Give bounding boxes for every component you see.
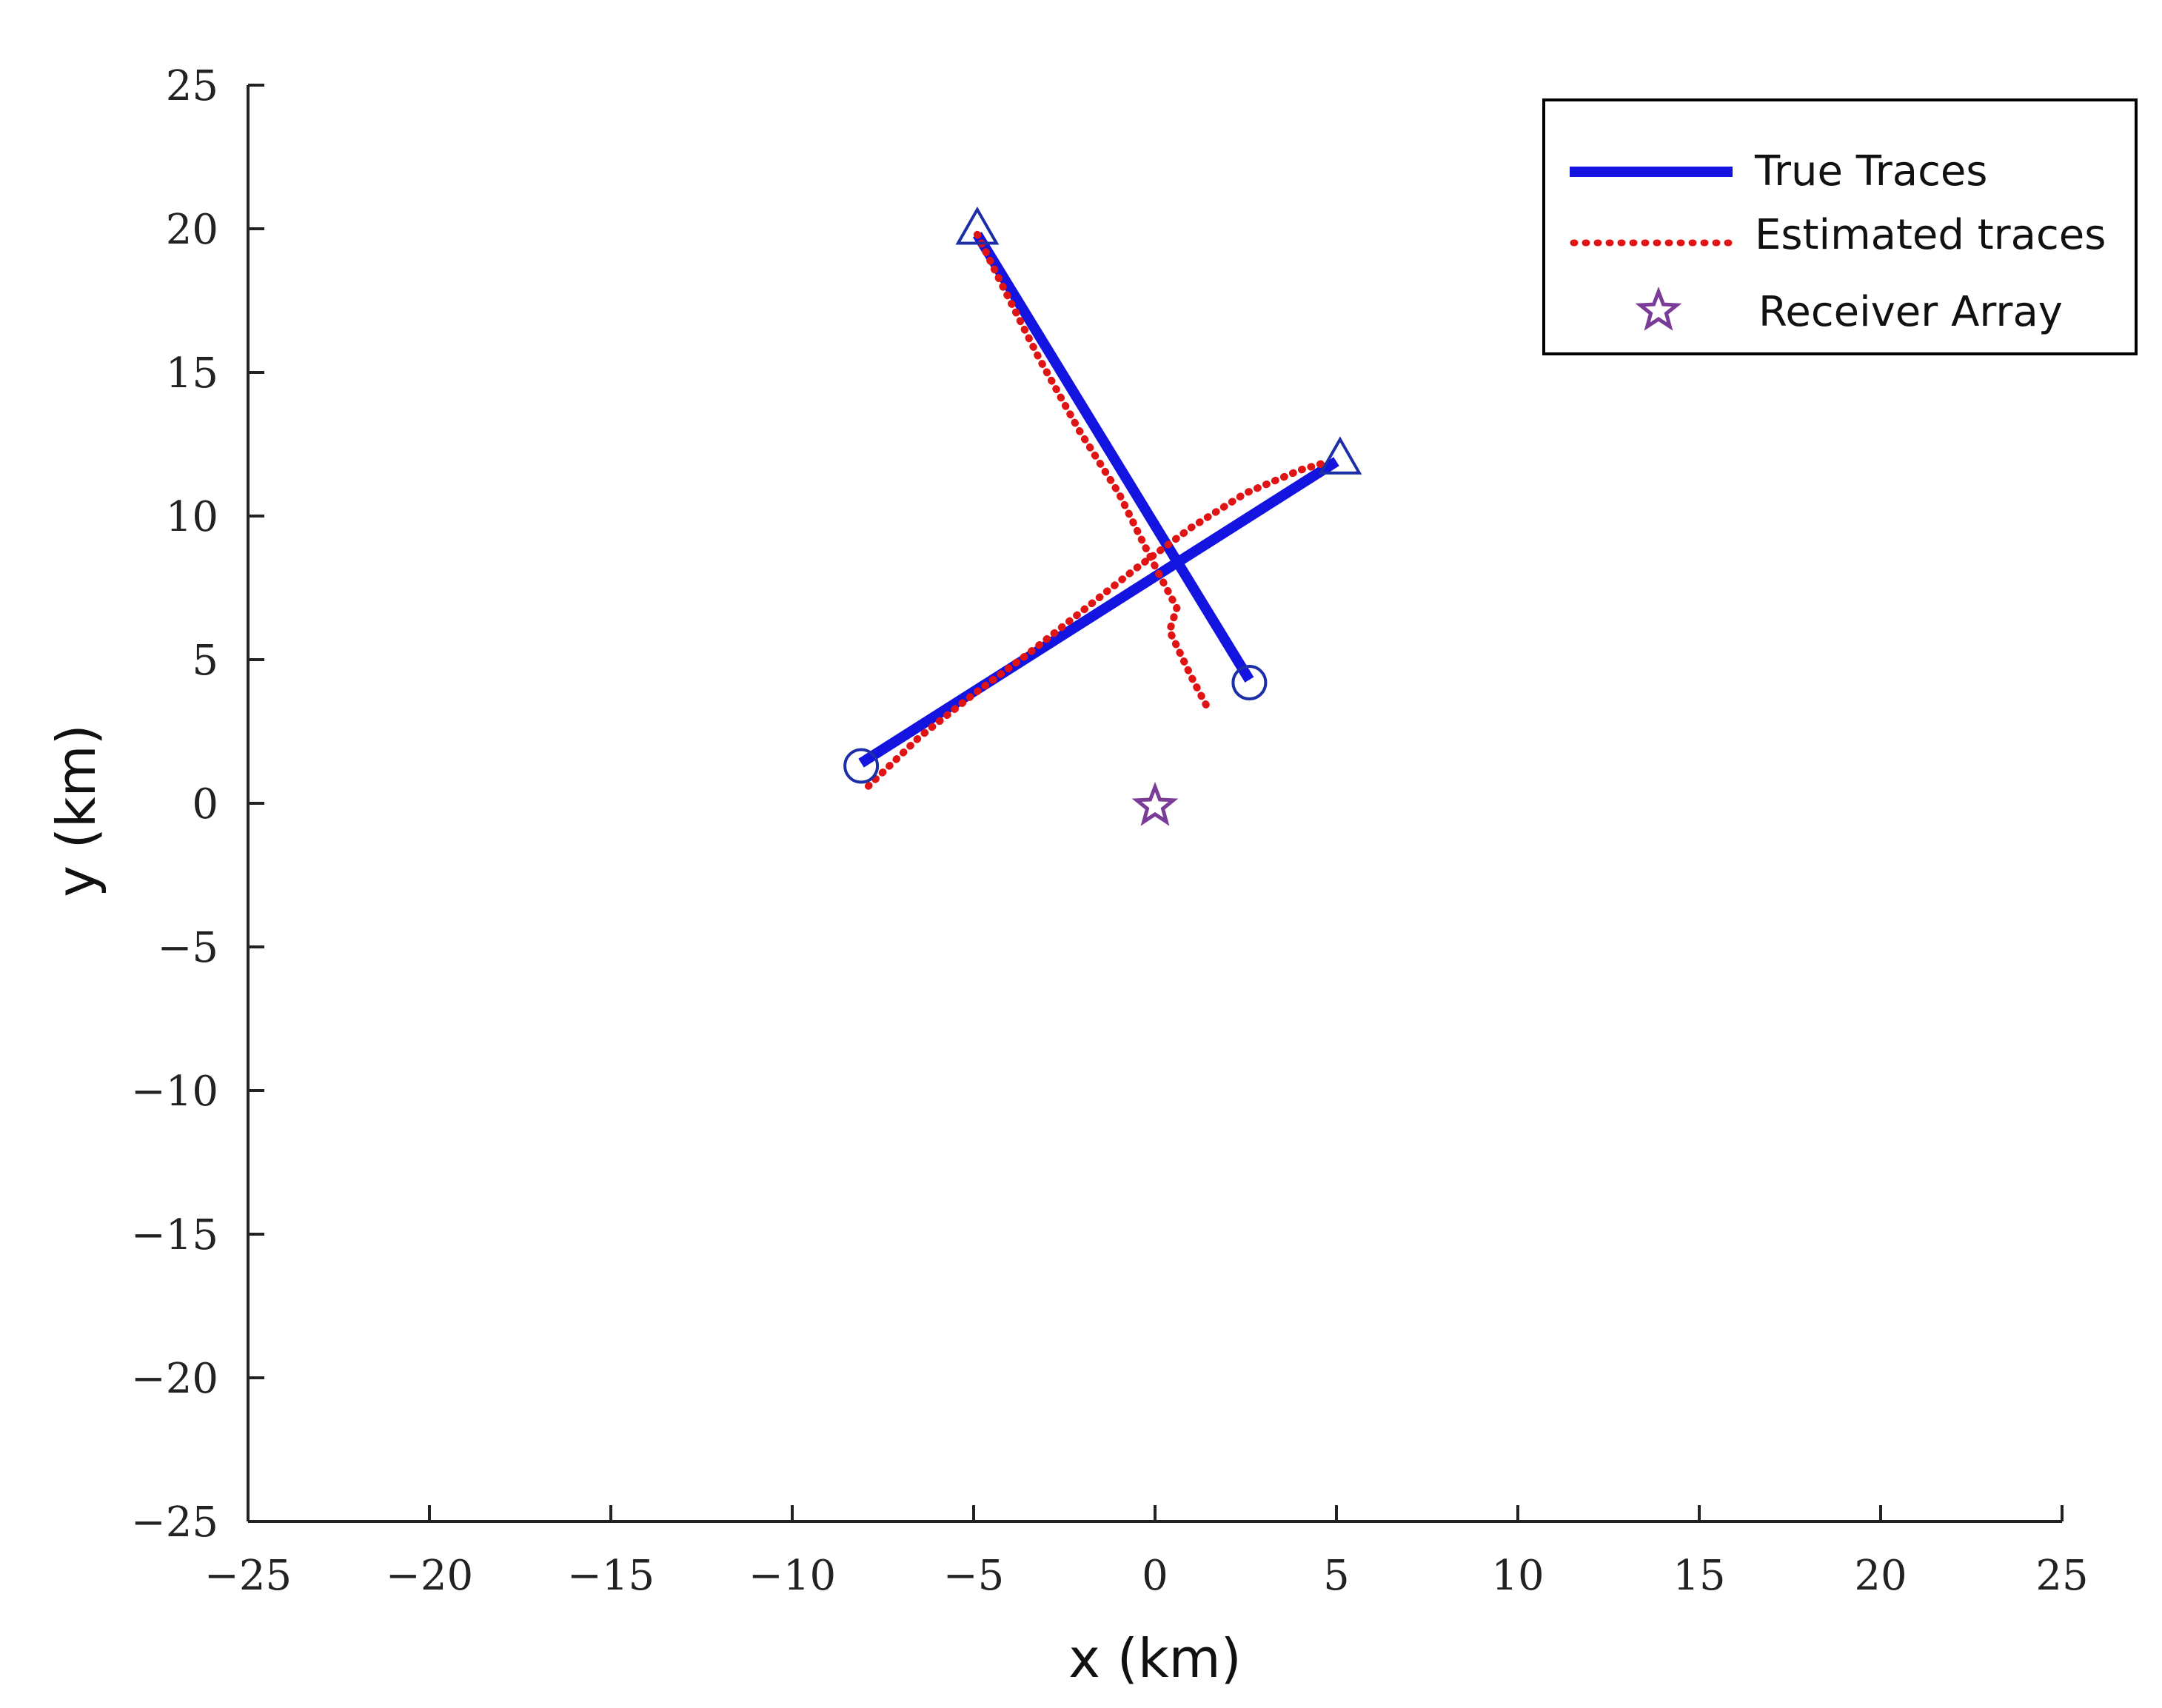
y-tick-label: 15: [166, 349, 218, 398]
plot-area: [843, 206, 1362, 826]
x-tick-label: 5: [1323, 1552, 1350, 1600]
y-axis-title: y (km): [45, 724, 107, 897]
x-tick-label: −10: [749, 1552, 836, 1600]
start-triangle-marker: [1318, 436, 1362, 475]
y-tick-label: 25: [166, 62, 218, 110]
y-tick-label: −10: [131, 1068, 218, 1116]
legend-receiver-star-icon: [1635, 286, 1682, 331]
y-tick-label: 10: [166, 493, 218, 541]
legend-true-label: True Traces: [1754, 147, 1987, 195]
y-tick-label: −25: [131, 1498, 218, 1547]
y-axis-ticks: −25 −20 −15 −10 −5 0 5 10 15 20 25: [131, 62, 264, 1547]
y-tick-label: 20: [166, 206, 218, 254]
end-circle-marker: [1231, 665, 1268, 701]
legend-estimated-label: Estimated traces: [1755, 211, 2106, 259]
x-axis-ticks: −25 −20 −15 −10 −5 0 5 10 15 20 25: [204, 1505, 2089, 1600]
x-tick-label: 15: [1673, 1552, 1725, 1600]
legend-receiver-label: Receiver Array: [1758, 288, 2063, 336]
estimated-trace-line: [864, 458, 1333, 790]
y-tick-label: −20: [131, 1355, 218, 1403]
y-tick-label: −15: [131, 1211, 218, 1259]
x-tick-label: 0: [1142, 1552, 1168, 1600]
legend-box: [1542, 98, 2138, 355]
x-tick-label: −25: [204, 1552, 292, 1600]
start-triangle-marker: [955, 206, 1000, 245]
x-tick-label: 20: [1854, 1552, 1907, 1600]
x-tick-label: −15: [567, 1552, 655, 1600]
y-tick-label: −5: [157, 924, 218, 972]
estimated-trace-line: [973, 230, 1214, 715]
x-axis-title: x (km): [1068, 1627, 1242, 1689]
legend: True Traces Estimated traces Receiver Ar…: [1542, 98, 2138, 355]
true-trace-line: [858, 457, 1339, 768]
axes: −25 −20 −15 −10 −5 0 5 10 15 20 25 −25 −20 −15 −10 −5 0…: [131, 62, 2089, 1600]
y-tick-label: 5: [192, 637, 218, 685]
x-tick-label: −20: [386, 1552, 473, 1600]
x-tick-label: 10: [1491, 1552, 1544, 1600]
y-tick-label: 0: [192, 780, 218, 828]
receiver-array-star: [1131, 781, 1179, 826]
true-trace-line: [972, 232, 1254, 683]
x-tick-label: −5: [943, 1552, 1005, 1600]
end-circle-marker: [843, 748, 880, 784]
x-tick-label: 25: [2035, 1552, 2088, 1600]
